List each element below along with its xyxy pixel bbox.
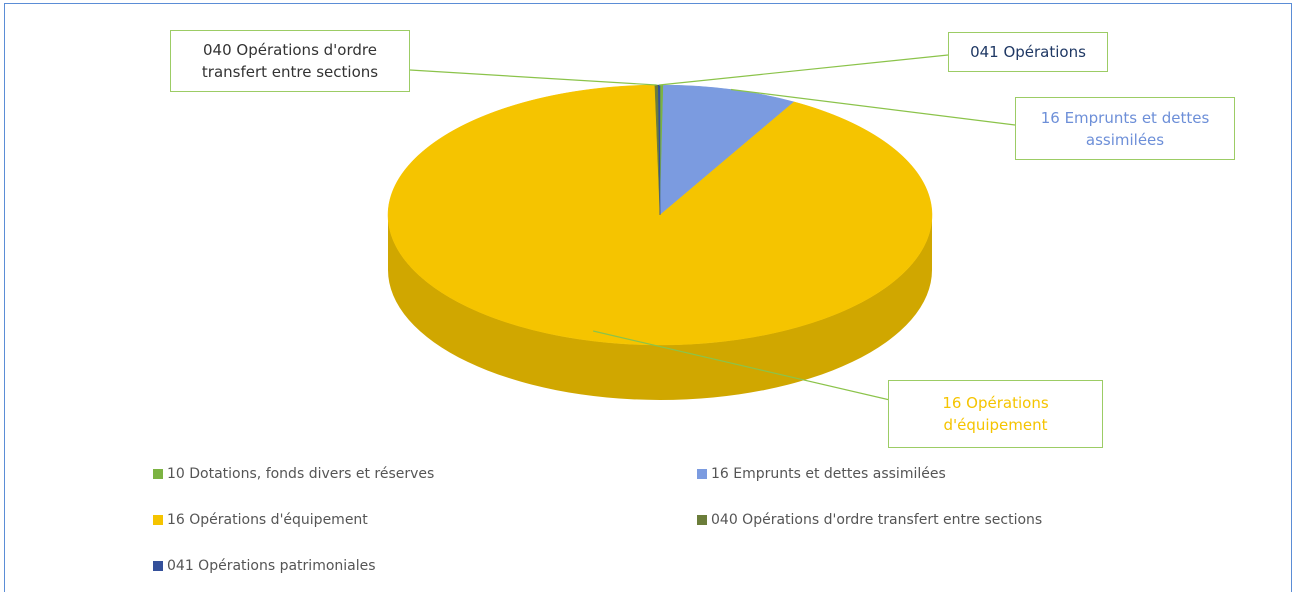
data-label: 041 Opérations [948,32,1108,72]
leader-line [409,69,657,86]
legend-label: 040 Opérations d'ordre transfert entre s… [711,512,1043,528]
slice [387,84,933,346]
legend-swatch [153,469,163,479]
data-label: 040 Opérations d'ordre transfert entre s… [170,30,410,92]
chart-frame [4,3,1292,592]
legend-item: 041 Opérations patrimoniales [153,558,376,574]
legend-label: 16 Emprunts et dettes assimilées [711,466,946,482]
data-label: 16 Opérations d'équipement [888,380,1103,448]
leader-line [730,88,1016,126]
data-label: 16 Emprunts et dettes assimilées [1015,97,1235,160]
leader-line [593,330,891,401]
legend-item: 040 Opérations d'ordre transfert entre s… [697,512,1042,528]
legend-item: 16 Emprunts et dettes assimilées [697,466,946,482]
legend-label: 041 Opérations patrimoniales [167,558,376,574]
legend-label: 16 Opérations d'équipement [167,512,368,528]
legend-swatch [697,469,707,479]
legend-item: 16 Opérations d'équipement [153,512,368,528]
legend-label: 10 Dotations, fonds divers et réserves [167,466,435,482]
legend-swatch [153,515,163,525]
legend-swatch [697,515,707,525]
leader-line [659,54,949,86]
slice-side [388,215,932,400]
legend-item: 10 Dotations, fonds divers et réserves [153,466,434,482]
legend-swatch [153,561,163,571]
